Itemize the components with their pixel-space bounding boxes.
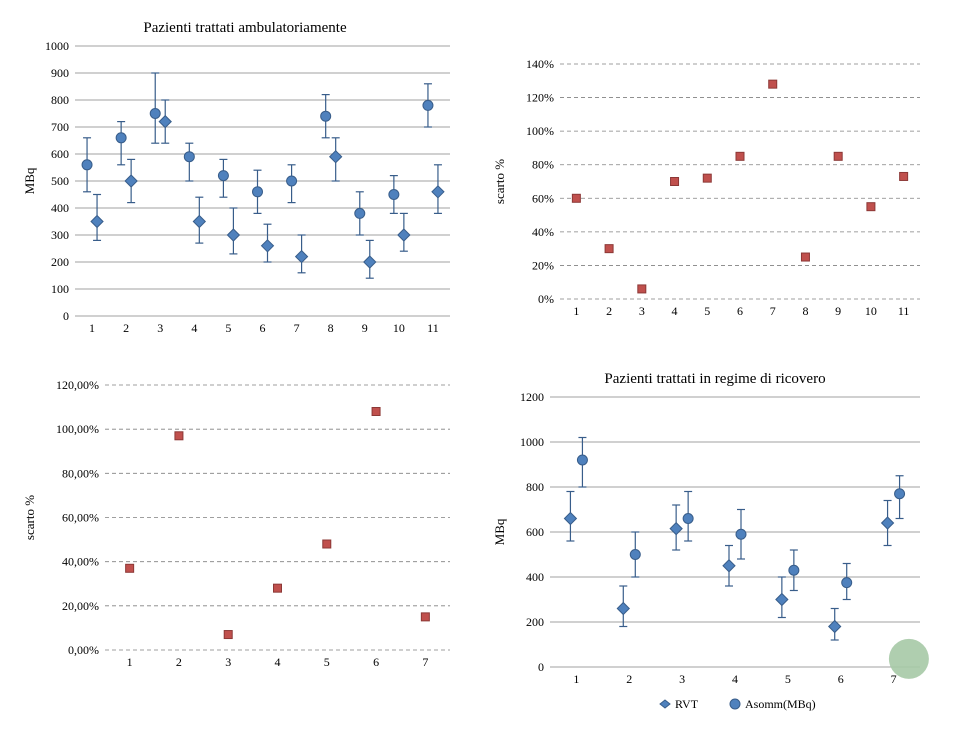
svg-text:5: 5 bbox=[785, 672, 791, 686]
chart-svg-top-right: 0% 20% 40% 60% 80% 100% 120% 140% 1 2 3 4 5 6 7 8 9 10 11 s… bbox=[490, 24, 930, 324]
svg-text:800: 800 bbox=[526, 480, 544, 494]
svg-text:60,00%: 60,00% bbox=[62, 511, 99, 525]
svg-text:11: 11 bbox=[898, 304, 910, 318]
svg-text:60%: 60% bbox=[532, 191, 554, 205]
svg-text:0: 0 bbox=[538, 660, 544, 674]
svg-text:10: 10 bbox=[393, 321, 405, 335]
svg-text:100%: 100% bbox=[526, 124, 554, 138]
svg-text:0%: 0% bbox=[538, 292, 554, 306]
svg-text:80%: 80% bbox=[532, 158, 554, 172]
svg-text:MBq: MBq bbox=[492, 518, 507, 545]
svg-text:1: 1 bbox=[573, 304, 579, 318]
svg-text:800: 800 bbox=[51, 93, 69, 107]
svg-text:1000: 1000 bbox=[520, 435, 544, 449]
svg-text:4: 4 bbox=[732, 672, 738, 686]
svg-text:20%: 20% bbox=[532, 258, 554, 272]
svg-text:9: 9 bbox=[362, 321, 368, 335]
svg-text:RVT: RVT bbox=[675, 697, 699, 711]
svg-text:7: 7 bbox=[891, 672, 897, 686]
svg-text:200: 200 bbox=[526, 615, 544, 629]
svg-text:5: 5 bbox=[704, 304, 710, 318]
svg-text:3: 3 bbox=[225, 655, 231, 669]
svg-text:4: 4 bbox=[672, 304, 678, 318]
svg-text:7: 7 bbox=[294, 321, 300, 335]
svg-text:40,00%: 40,00% bbox=[62, 555, 99, 569]
svg-text:2: 2 bbox=[626, 672, 632, 686]
svg-text:scarto %: scarto % bbox=[492, 159, 507, 204]
svg-text:1200: 1200 bbox=[520, 392, 544, 404]
svg-text:300: 300 bbox=[51, 228, 69, 242]
chart-title: Pazienti trattati ambulatoriamente bbox=[20, 20, 470, 37]
svg-text:5: 5 bbox=[324, 655, 330, 669]
svg-text:scarto %: scarto % bbox=[22, 495, 37, 540]
svg-text:4: 4 bbox=[275, 655, 281, 669]
chart-top-left: Pazienti trattati ambulatoriamente 0 100 2… bbox=[20, 20, 470, 351]
chart-bottom-left: 0,00% 20,00% 40,00% 60,00% 80,00% 100,00% 120,… bbox=[20, 371, 470, 712]
svg-text:1000: 1000 bbox=[45, 41, 69, 53]
svg-text:200: 200 bbox=[51, 255, 69, 269]
svg-text:120,00%: 120,00% bbox=[56, 378, 99, 392]
svg-text:4: 4 bbox=[191, 321, 197, 335]
svg-text:8: 8 bbox=[328, 321, 334, 335]
svg-text:1: 1 bbox=[127, 655, 133, 669]
svg-text:0,00%: 0,00% bbox=[68, 643, 99, 657]
svg-text:400: 400 bbox=[51, 201, 69, 215]
chart-title: Pazienti trattati in regime di ricovero bbox=[490, 371, 940, 388]
svg-text:11: 11 bbox=[427, 321, 439, 335]
svg-text:2: 2 bbox=[606, 304, 612, 318]
svg-text:2: 2 bbox=[123, 321, 129, 335]
svg-text:MBq: MBq bbox=[22, 167, 37, 194]
svg-text:100,00%: 100,00% bbox=[56, 422, 99, 436]
svg-text:8: 8 bbox=[802, 304, 808, 318]
svg-text:3: 3 bbox=[639, 304, 645, 318]
svg-text:40%: 40% bbox=[532, 225, 554, 239]
svg-text:500: 500 bbox=[51, 174, 69, 188]
chart-svg-top-left: 0 100 200 300 400 500 600 700 800 900 1000 1 2 3 4 5 6 7 8… bbox=[20, 41, 460, 341]
svg-text:140%: 140% bbox=[526, 57, 554, 71]
svg-text:100: 100 bbox=[51, 282, 69, 296]
svg-text:900: 900 bbox=[51, 66, 69, 80]
svg-text:7: 7 bbox=[422, 655, 428, 669]
svg-text:6: 6 bbox=[838, 672, 844, 686]
svg-text:600: 600 bbox=[51, 147, 69, 161]
chart-top-right: 0% 20% 40% 60% 80% 100% 120% 140% 1 2 3 4 5 6 7 8 9 10 11 s… bbox=[490, 20, 940, 351]
svg-text:1: 1 bbox=[89, 321, 95, 335]
svg-text:10: 10 bbox=[865, 304, 877, 318]
svg-text:600: 600 bbox=[526, 525, 544, 539]
svg-text:700: 700 bbox=[51, 120, 69, 134]
svg-text:2: 2 bbox=[176, 655, 182, 669]
svg-text:5: 5 bbox=[225, 321, 231, 335]
chart-bottom-right: Pazienti trattati in regime di ricovero … bbox=[490, 371, 940, 712]
svg-text:6: 6 bbox=[373, 655, 379, 669]
svg-text:0: 0 bbox=[63, 309, 69, 323]
svg-text:20,00%: 20,00% bbox=[62, 599, 99, 613]
svg-text:3: 3 bbox=[157, 321, 163, 335]
chart-svg-bottom-left: 0,00% 20,00% 40,00% 60,00% 80,00% 100,00% 120,… bbox=[20, 375, 460, 675]
svg-text:80,00%: 80,00% bbox=[62, 466, 99, 480]
svg-text:1: 1 bbox=[573, 672, 579, 686]
svg-text:Asomm(MBq): Asomm(MBq) bbox=[745, 697, 816, 711]
svg-text:400: 400 bbox=[526, 570, 544, 584]
svg-text:6: 6 bbox=[260, 321, 266, 335]
svg-text:3: 3 bbox=[679, 672, 685, 686]
svg-text:7: 7 bbox=[770, 304, 776, 318]
chart-svg-bottom-right: 0 200 400 600 800 1000 1200 1 2 3 4 5 6 7 MBq RVT Asomm(… bbox=[490, 392, 930, 712]
svg-text:9: 9 bbox=[835, 304, 841, 318]
svg-text:6: 6 bbox=[737, 304, 743, 318]
svg-text:120%: 120% bbox=[526, 91, 554, 105]
